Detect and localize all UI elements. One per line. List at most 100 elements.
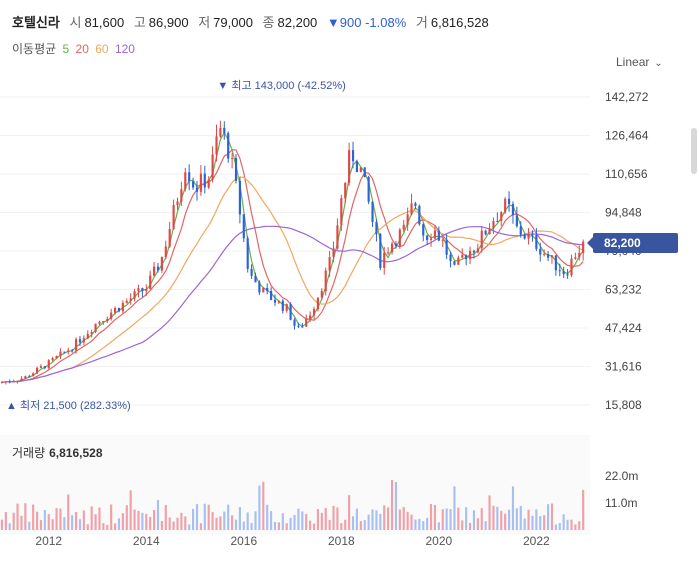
volume-bar bbox=[351, 516, 355, 530]
volume-bar bbox=[254, 511, 257, 530]
volume-bar bbox=[180, 512, 183, 530]
candle bbox=[242, 214, 245, 239]
volume-label: 거 bbox=[415, 15, 428, 30]
volume-bar bbox=[24, 503, 27, 530]
volume-tick-label: 11.0m bbox=[605, 496, 637, 510]
volume-panel-value: 6,816,528 bbox=[49, 446, 103, 460]
volume-bar bbox=[219, 516, 222, 530]
candle bbox=[429, 238, 433, 240]
volume-bar bbox=[192, 508, 195, 530]
candle bbox=[566, 274, 569, 276]
candle bbox=[414, 203, 417, 206]
candle bbox=[312, 309, 316, 316]
volume-bar bbox=[207, 504, 210, 530]
candle bbox=[578, 252, 581, 258]
candle bbox=[484, 230, 487, 235]
volume-bar bbox=[558, 522, 561, 530]
volume-bar bbox=[234, 519, 238, 530]
candle bbox=[67, 350, 70, 352]
candle bbox=[437, 230, 440, 241]
volume-bar bbox=[379, 513, 382, 530]
candle bbox=[351, 150, 355, 162]
volume-bar bbox=[316, 509, 319, 530]
volume-bar bbox=[153, 510, 156, 530]
candle bbox=[63, 351, 66, 353]
volume-bar bbox=[309, 520, 312, 530]
candle bbox=[309, 315, 312, 319]
volume-bar bbox=[554, 524, 557, 530]
volume-bar bbox=[266, 504, 269, 530]
candle bbox=[117, 307, 121, 312]
volume-bar bbox=[383, 505, 386, 530]
scale-toggle-button[interactable]: Linear ⌄ bbox=[616, 55, 663, 69]
candle bbox=[457, 257, 460, 265]
volume-tick-label: 22.0m bbox=[605, 469, 638, 483]
volume-bar bbox=[414, 519, 417, 530]
volume-bar bbox=[184, 516, 187, 530]
volume-panel-label: 거래량 bbox=[12, 446, 46, 460]
candle bbox=[277, 300, 280, 303]
volume-bar bbox=[301, 511, 304, 530]
candle bbox=[371, 201, 374, 222]
volume-bar bbox=[160, 521, 163, 530]
volume-bar bbox=[246, 512, 249, 530]
volume-bar bbox=[35, 511, 39, 530]
volume-bar bbox=[258, 485, 261, 530]
open-value: 81,600 bbox=[84, 15, 125, 30]
ma-5-line bbox=[1, 131, 584, 383]
candle bbox=[453, 261, 456, 265]
candle bbox=[203, 173, 206, 188]
moving-average-legend: 이동평균 5 20 60 120 bbox=[12, 40, 138, 57]
candle bbox=[367, 177, 370, 202]
scrollbar-thumb[interactable] bbox=[691, 128, 697, 174]
volume-bar bbox=[285, 523, 288, 530]
current-price-tag: 82,200 bbox=[587, 233, 678, 253]
volume-bar bbox=[74, 512, 78, 530]
candle bbox=[35, 367, 39, 374]
volume-bar bbox=[472, 510, 476, 530]
volume-bar bbox=[129, 490, 132, 530]
volume-bar bbox=[141, 512, 144, 530]
candle bbox=[387, 252, 390, 254]
volume-bar bbox=[20, 515, 23, 530]
volume-bar bbox=[145, 513, 148, 530]
volume-bar bbox=[441, 509, 444, 530]
volume-bar bbox=[340, 523, 343, 530]
candle bbox=[0, 382, 4, 384]
candle bbox=[285, 304, 288, 311]
volume-bar bbox=[550, 503, 554, 530]
candle bbox=[554, 255, 557, 271]
candle bbox=[546, 254, 550, 258]
volume-bar bbox=[535, 509, 538, 530]
volume-bar bbox=[281, 513, 284, 530]
candle bbox=[94, 323, 97, 333]
candle bbox=[468, 250, 472, 260]
volume-bar bbox=[394, 482, 398, 530]
ma-60: 60 bbox=[95, 42, 109, 56]
candle bbox=[461, 255, 464, 258]
candle bbox=[480, 230, 483, 249]
volume-bar bbox=[348, 495, 351, 530]
volume-bar bbox=[437, 522, 440, 530]
volume-bar bbox=[359, 521, 362, 530]
candle bbox=[324, 270, 327, 292]
candle bbox=[262, 287, 265, 293]
volume-bar bbox=[203, 503, 206, 530]
volume-bar bbox=[39, 520, 43, 530]
volume-bar bbox=[211, 512, 214, 530]
volume-bar bbox=[102, 523, 105, 530]
candle bbox=[51, 358, 54, 361]
volume-bar bbox=[539, 516, 542, 530]
candle bbox=[465, 255, 468, 260]
candle bbox=[266, 287, 269, 291]
volume-bar bbox=[156, 499, 160, 530]
open-label: 시 bbox=[69, 15, 82, 30]
candle bbox=[332, 248, 335, 258]
volume-bar bbox=[242, 521, 245, 530]
volume-bar bbox=[90, 506, 93, 530]
volume-bar bbox=[480, 508, 483, 530]
volume-bar bbox=[176, 517, 179, 530]
candle bbox=[375, 221, 378, 235]
volume-bar bbox=[523, 518, 526, 530]
